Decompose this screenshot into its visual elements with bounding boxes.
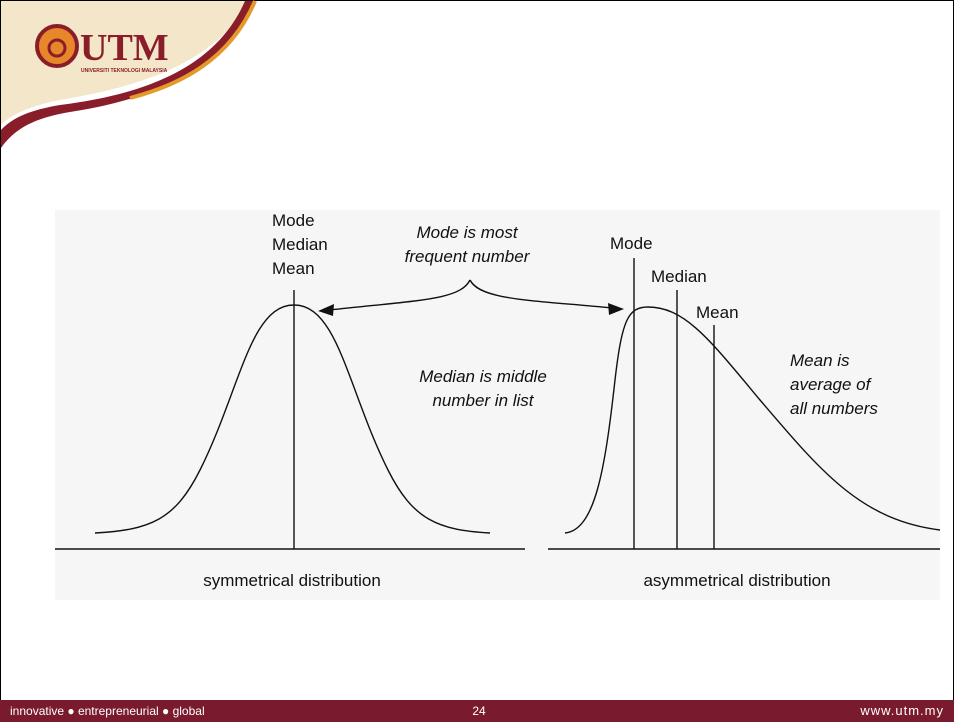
label: Mode	[610, 234, 653, 253]
logo-icon	[35, 24, 79, 68]
note: Mean is	[790, 351, 850, 370]
footer-tagline: innovative ● entrepreneurial ● global	[10, 704, 205, 718]
label: Mode	[272, 211, 315, 230]
header-swoosh	[1, 1, 255, 148]
header-accent	[129, 0, 257, 100]
arrow-head	[608, 303, 624, 315]
page-number: 24	[472, 704, 486, 718]
arrow-left	[329, 279, 471, 311]
footer-bar	[0, 700, 954, 722]
diagram-bg	[55, 210, 940, 600]
label: Median	[272, 235, 328, 254]
note: Mode is most	[416, 223, 518, 242]
label: Median	[651, 267, 707, 286]
logo-icon-inner	[47, 38, 67, 58]
caption: symmetrical distribution	[203, 571, 381, 590]
caption: asymmetrical distribution	[643, 571, 830, 590]
label: Mean	[272, 259, 315, 278]
arrow-head	[318, 304, 334, 316]
logo-subtitle: UNIVERSITI TEKNOLOGI MALAYSIA	[81, 68, 168, 74]
skewed-curve	[564, 306, 941, 534]
arrow-right	[469, 279, 613, 309]
footer-url: www.utm.my	[859, 703, 944, 718]
label: Mean	[696, 303, 739, 322]
note: all numbers	[790, 399, 878, 418]
note: number in list	[432, 391, 534, 410]
note: Median is middle	[419, 367, 547, 386]
logo-name: UTM	[80, 27, 169, 69]
note: frequent number	[405, 247, 531, 266]
note: average of	[790, 375, 873, 394]
